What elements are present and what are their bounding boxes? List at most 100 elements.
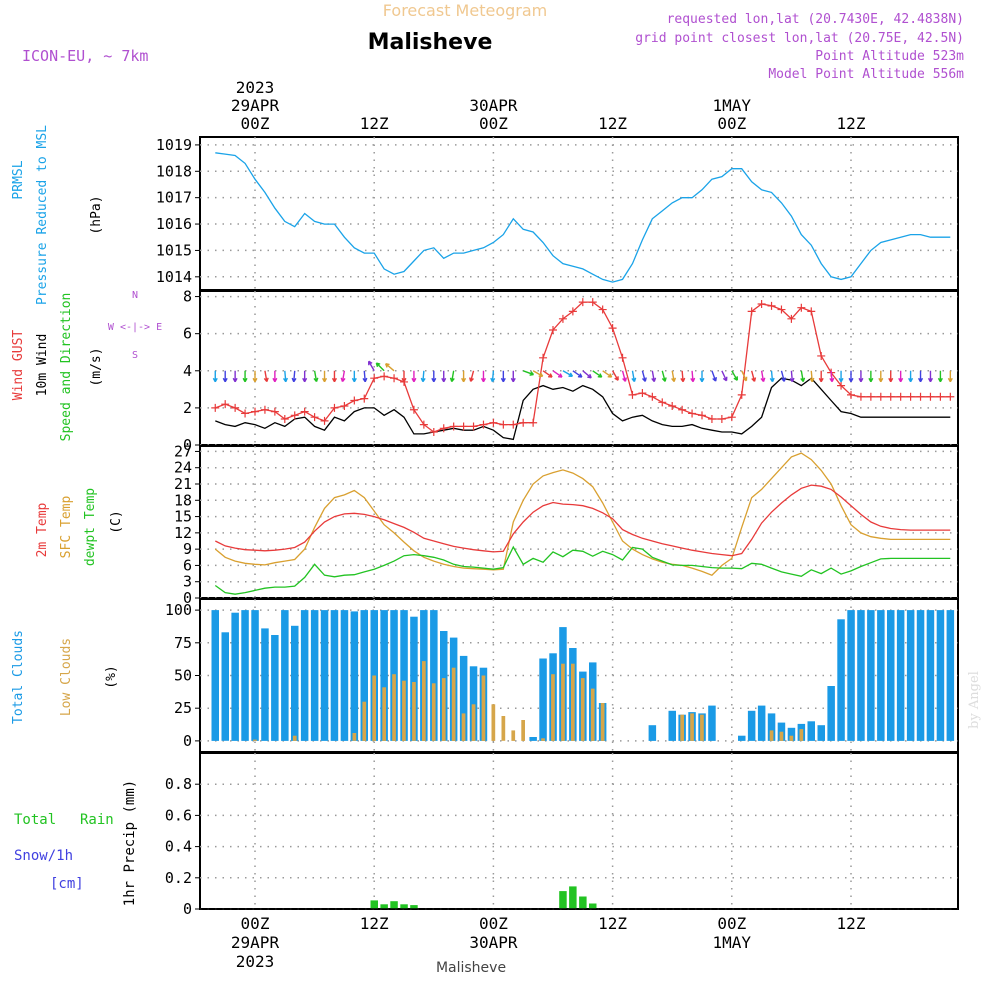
precip-bar <box>410 905 418 909</box>
cloud-low-bar <box>292 735 297 741</box>
wind-arrow <box>331 370 337 383</box>
wind-arrow <box>818 370 824 383</box>
temp-frame <box>199 445 959 599</box>
wind-arrow <box>384 363 395 372</box>
wind-arrow <box>510 370 516 383</box>
bottom-time-label: 1MAY <box>713 933 752 952</box>
cloud-total-bar <box>529 737 537 741</box>
gust-marker <box>837 381 846 390</box>
gust-marker <box>499 420 508 429</box>
wind-arrow <box>809 370 815 383</box>
top-time-label: 12Z <box>598 114 627 133</box>
wind-arrow <box>572 370 583 378</box>
cloud-total-bar <box>747 710 756 741</box>
precip-ytick-label: 0.6 <box>165 806 192 824</box>
bottom-time-label: 29APR <box>231 933 280 952</box>
gust-marker <box>509 420 518 429</box>
gust-marker <box>926 392 935 401</box>
wind-arrow <box>242 370 248 383</box>
wind-arrow <box>641 370 647 382</box>
cloud-low-bar <box>590 688 595 741</box>
wind-arrow <box>731 370 738 381</box>
cloud-total-bar <box>926 610 935 741</box>
temp-label-dewpt: dewpt Temp <box>83 488 98 566</box>
cloud-total-bar <box>946 610 955 741</box>
gust-marker <box>598 305 607 314</box>
wind-arrow <box>858 370 864 383</box>
wind-arrow <box>848 370 854 383</box>
cloud-low-bar <box>382 687 386 741</box>
cloud-low-bar <box>690 713 694 741</box>
gust-marker <box>558 314 567 323</box>
gust-marker <box>717 415 726 424</box>
wind-arrow <box>431 370 437 383</box>
gust-marker <box>231 403 240 412</box>
pressure-ytick-label: 1015 <box>156 241 192 259</box>
temp-ytick-label: 3 <box>183 573 192 591</box>
cloud-total-bar <box>817 725 825 741</box>
pressure-label-2: Pressure Reduced to MSL <box>35 125 50 305</box>
sfc-temp-line <box>214 452 951 576</box>
cloud-total-bar <box>340 610 349 741</box>
gust-marker <box>737 390 746 399</box>
precip-label-total: Total <box>14 812 56 828</box>
gust-marker <box>429 428 438 437</box>
wind-arrow <box>362 370 368 383</box>
bottom-time-label: 12Z <box>598 914 627 933</box>
wind-arrow <box>291 370 297 383</box>
temp-label-2m: 2m Temp <box>35 502 50 557</box>
cloud-total-bar <box>320 610 329 741</box>
gust-marker <box>817 351 826 360</box>
wind-arrow <box>592 370 603 378</box>
cloud-total-bar <box>916 610 925 741</box>
cloud-low-bar <box>600 703 605 741</box>
cloud-low-bar <box>680 714 684 741</box>
wind-arrow <box>699 370 705 383</box>
bottom-time-label: 12Z <box>837 914 866 933</box>
gust-marker <box>787 314 796 323</box>
cloud-total-bar <box>310 610 319 741</box>
gust-marker <box>320 416 329 425</box>
gust-marker <box>757 299 766 308</box>
cloud-total-bar <box>330 610 339 741</box>
wind-arrow <box>651 370 657 383</box>
cloud-low-bar <box>441 678 446 741</box>
cloud-low-bar <box>481 675 486 741</box>
cloud-low-bar <box>491 704 496 741</box>
wind-arrow <box>829 370 835 383</box>
gust-marker <box>449 422 458 431</box>
footer-location: Malisheve <box>436 960 506 976</box>
pressure-ytick-label: 1016 <box>156 215 192 233</box>
wind-arrow <box>780 370 786 382</box>
cloud-total-bar <box>211 610 219 741</box>
gust-marker <box>390 374 399 383</box>
cloud-low-bar <box>372 675 376 741</box>
wind-arrow <box>878 370 884 383</box>
pressure-unit: (hPa) <box>89 195 104 234</box>
clouds-ytick-label: 100 <box>165 601 192 619</box>
wind-arrow <box>750 370 757 382</box>
cloud-unit: (%) <box>104 665 119 688</box>
temp-ytick-label: 0 <box>183 589 192 607</box>
compass-s: S <box>132 350 138 361</box>
gust-marker <box>539 353 548 362</box>
gust-marker <box>906 392 915 401</box>
top-time-label: 30APR <box>469 96 518 115</box>
cloud-low-bar <box>789 735 794 741</box>
gridpoint-coords: grid point closest lon,lat (20.75E, 42.5… <box>635 31 964 46</box>
wind-arrow <box>868 370 874 383</box>
model-altitude: Model Point Altitude 556m <box>768 67 964 82</box>
cloud-low-bar <box>511 730 516 741</box>
cloud-low-bar <box>501 716 506 741</box>
wind-arrow <box>375 362 385 372</box>
wind-arrow <box>212 370 218 383</box>
cloud-total-bar <box>231 612 239 741</box>
gust-marker <box>638 389 647 398</box>
top-time-label: 12Z <box>837 114 866 133</box>
gust-marker <box>876 392 885 401</box>
wind-arrow <box>602 370 613 378</box>
wind-arrow <box>552 370 563 378</box>
precip-ytick-label: 0.4 <box>165 838 192 856</box>
wind-arrow <box>401 370 407 383</box>
